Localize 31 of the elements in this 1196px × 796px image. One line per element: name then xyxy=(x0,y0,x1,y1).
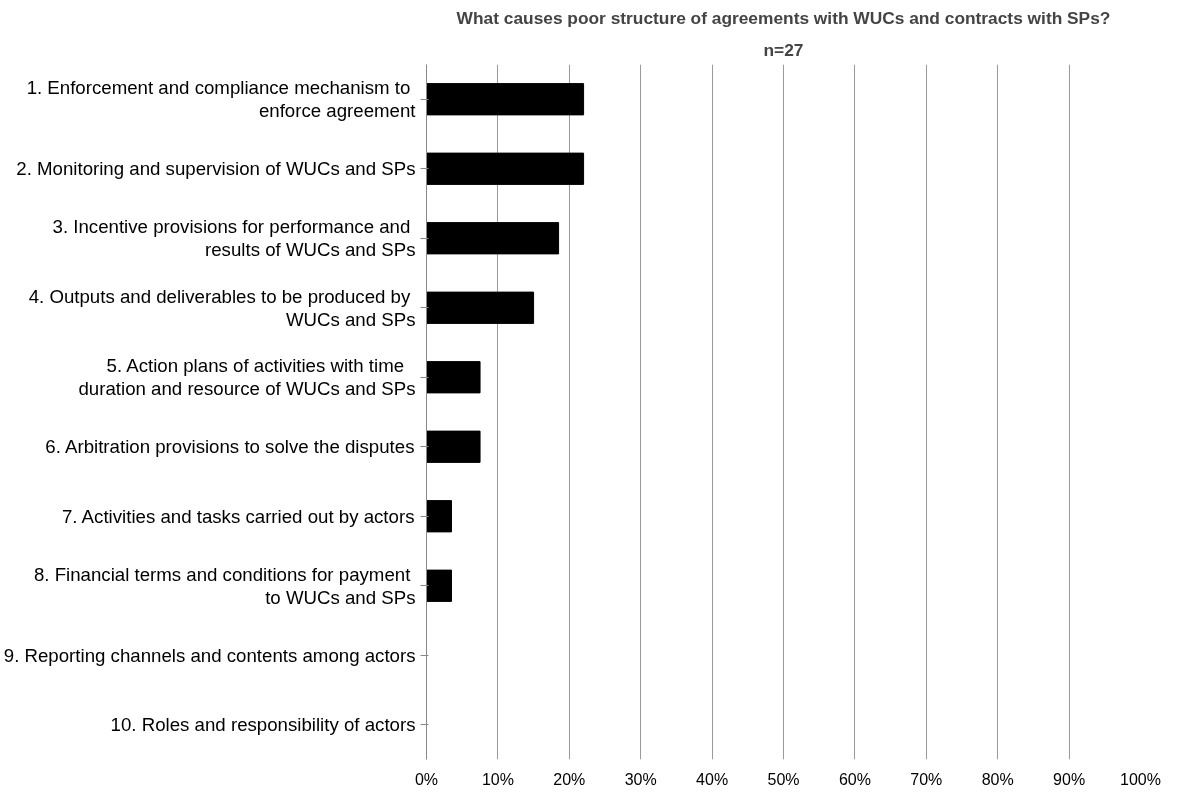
x-tick-label: 40% xyxy=(696,770,729,788)
bar xyxy=(426,569,452,602)
y-tick-label: 7. Activities and tasks carried out by actors xyxy=(61,505,415,527)
y-tick-label: 4. Outputs and deliverables to be produced by WUCs and SPs xyxy=(28,285,416,330)
y-tick-label: 6. Arbitration provisions to solve the disputes xyxy=(45,436,415,458)
bar xyxy=(426,430,481,463)
y-tick-label: 8. Financial terms and conditions for payment to WUCs and SPs xyxy=(33,563,416,608)
chart-subtitle: n=27 xyxy=(763,39,804,60)
x-tick-label: 70% xyxy=(910,770,943,788)
x-tick-label: 50% xyxy=(767,770,800,788)
x-tick-label: 30% xyxy=(624,770,657,788)
bar xyxy=(426,83,585,116)
bar xyxy=(426,291,535,324)
y-tick-label: 9. Reporting channels and contents among actors xyxy=(3,644,416,666)
y-tick-label: 10. Roles and responsibility of actors xyxy=(110,714,416,736)
x-tick-label: 0% xyxy=(414,770,439,788)
bar xyxy=(426,500,452,533)
y-tick-label: 1. Enforcement and compliance mechanism to enforce agreement xyxy=(26,77,417,122)
y-tick-label: 3. Incentive provisions for performance and results of WUCs and SPs xyxy=(52,216,416,261)
x-tick-label: 80% xyxy=(981,770,1014,788)
x-tick-label: 100% xyxy=(1120,770,1161,788)
y-tick-label: 2. Monitoring and supervision of WUCs and SPs xyxy=(16,158,416,180)
x-tick-label: 20% xyxy=(553,770,586,788)
bar xyxy=(426,361,481,394)
x-tick-label: 60% xyxy=(838,770,871,788)
bar xyxy=(426,222,560,255)
x-tick-label: 10% xyxy=(481,770,514,788)
x-tick-label: 90% xyxy=(1053,770,1086,788)
chart-title: What causes poor structure of agreements with WUCs and contracts with SPs? xyxy=(456,7,1111,28)
y-tick-label: 5. Action plans of activities with time duration and resource of WUCs and SPs xyxy=(78,355,416,400)
bar xyxy=(426,152,585,185)
